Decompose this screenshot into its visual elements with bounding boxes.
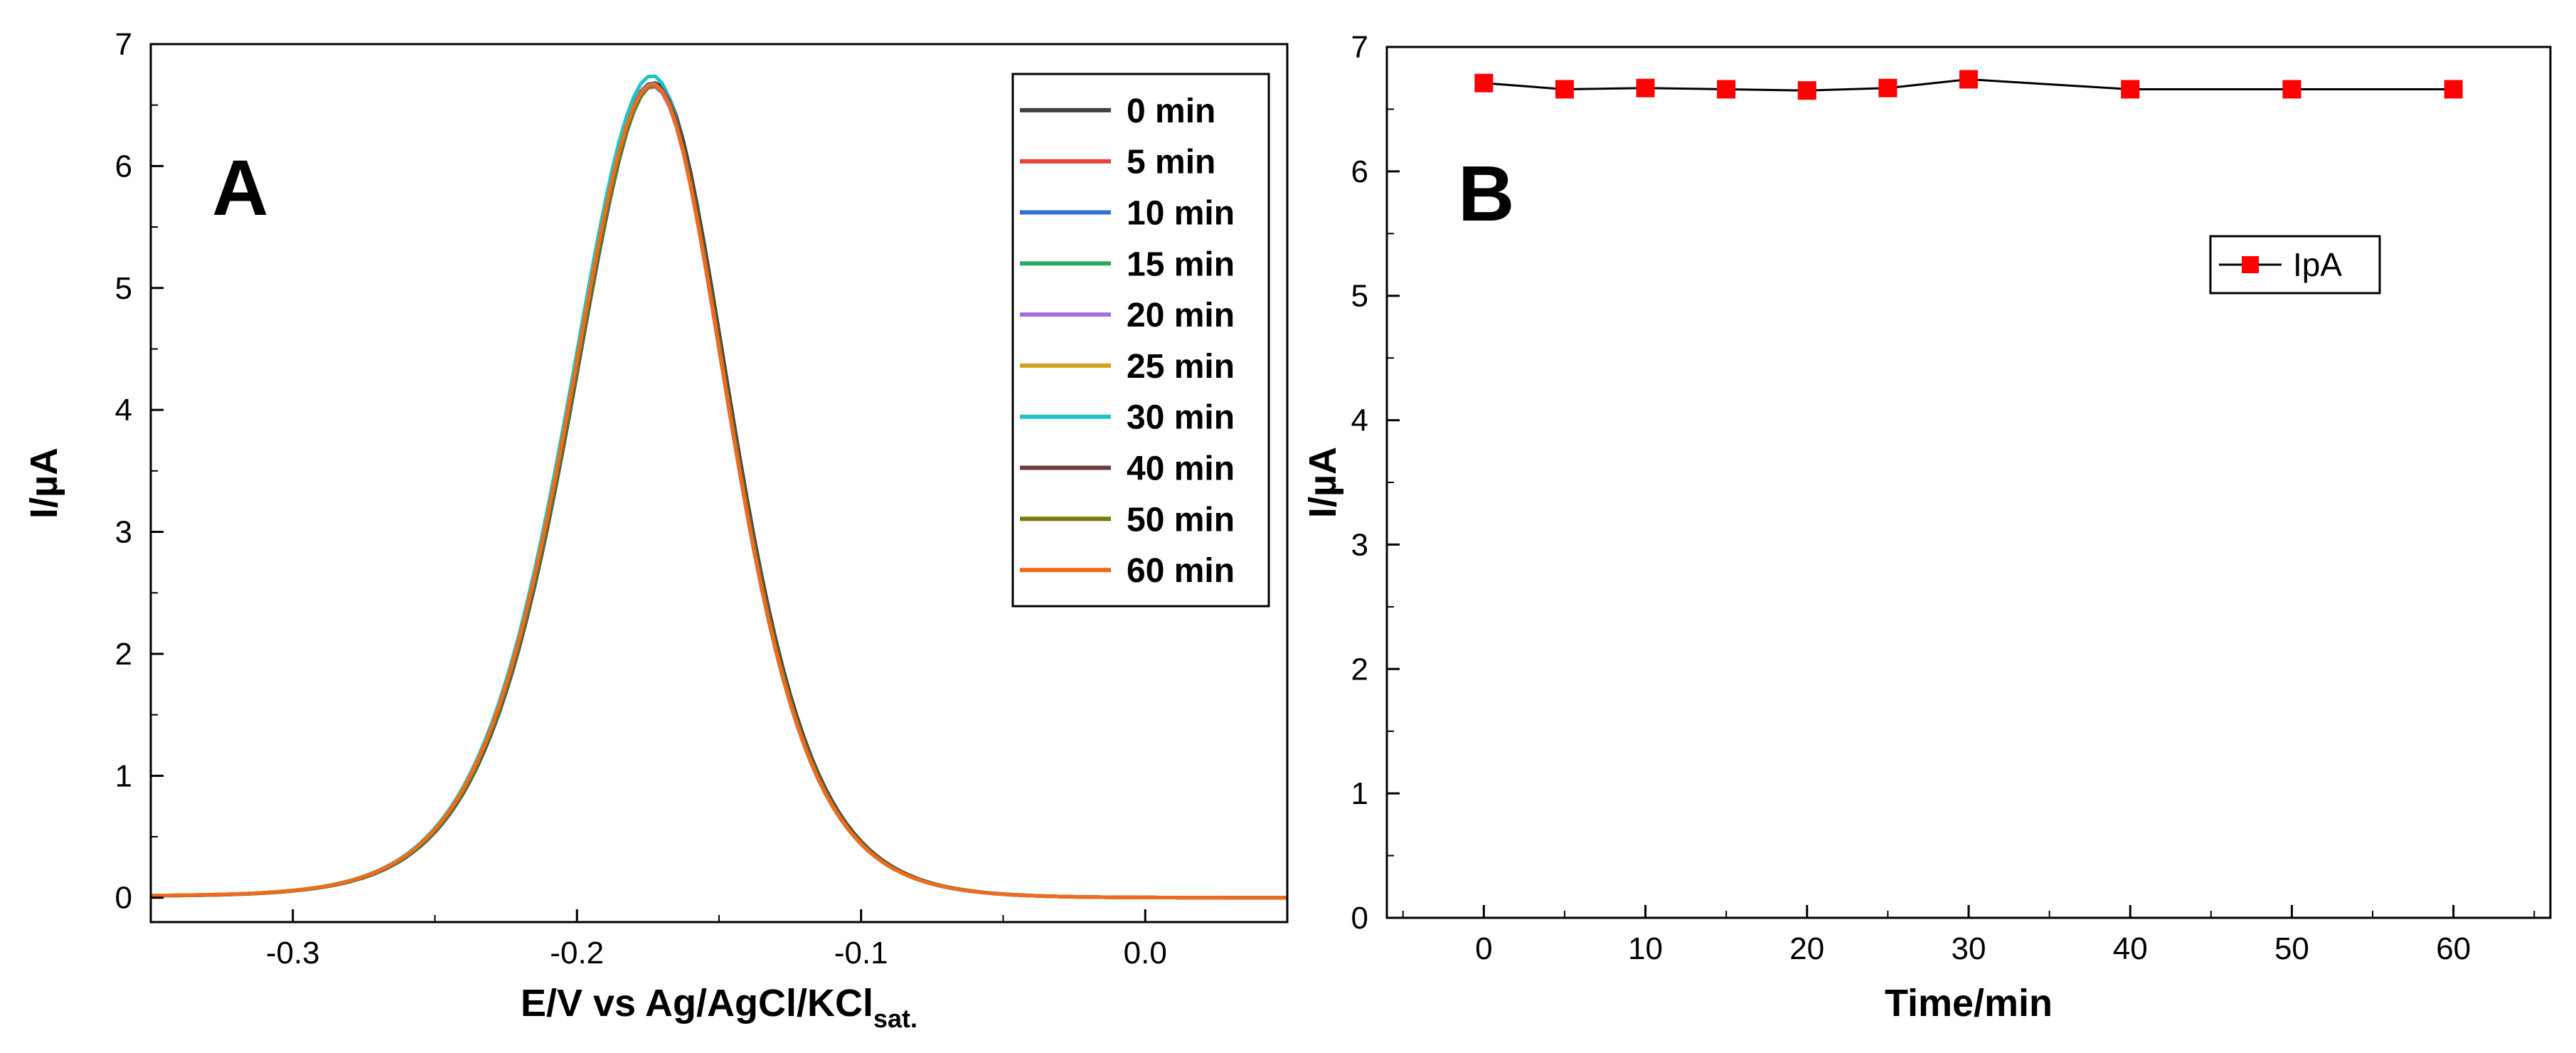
panel-a-legend-label: 25 min <box>1127 348 1235 386</box>
panel-b-frame <box>1385 46 2552 919</box>
panel-a-axes: -0.3 -0.2 -0.1 0.0 0 1 2 3 4 5 6 7 <box>115 27 1288 970</box>
panel-b-y-tick-label: 3 <box>1351 527 1368 562</box>
panel-a-legend: 0 min 5 min 10 min 15 min 20 min 25 min 30 min… <box>1011 73 1270 608</box>
panel-a-legend-label: 60 min <box>1127 552 1235 590</box>
panel-a-y-tick-label: 6 <box>115 149 132 184</box>
panel-a-x-axis-title-main: E/V vs Ag/AgCl/KCl <box>521 982 873 1025</box>
panel-b-x-tick-label: 50 <box>2274 931 2309 966</box>
panel-b-data-point <box>1878 78 1898 97</box>
panel-a-y-tick-label: 5 <box>115 271 132 306</box>
panel-a-label: A <box>212 144 268 232</box>
panel-a-legend-label: 10 min <box>1127 195 1235 233</box>
panel-a-y-tick-label: 3 <box>115 515 132 550</box>
panel-b-data-point <box>2121 80 2140 99</box>
panel-b-x-tick-label: 60 <box>2436 931 2471 966</box>
panel-b-data-point <box>1555 80 1574 99</box>
panel-a-curves <box>150 74 1287 900</box>
panel-a-y-tick-label: 2 <box>115 637 132 672</box>
panel-b-x-tick-label: 40 <box>2113 931 2148 966</box>
panel-b-data-point <box>2444 80 2463 99</box>
panel-b-y-tick-label: 6 <box>1351 154 1368 189</box>
panel-a-x-tick-label: -0.3 <box>266 936 320 970</box>
panel-b-data-point <box>1636 78 1655 97</box>
panel-a-y-tick-label: 0 <box>115 881 132 916</box>
panel-a-y-axis-title: I/µA <box>23 448 65 519</box>
panel-b-y-tick-label: 2 <box>1351 652 1368 687</box>
panel-b-data-point <box>1959 70 1978 89</box>
panel-b-y-axis-title: I/µA <box>1302 447 1344 518</box>
panel-a-legend-label: 30 min <box>1127 399 1235 437</box>
panel-a-y-tick-label: 4 <box>115 393 132 428</box>
panel-b-x-tick-label: 0 <box>1475 931 1492 966</box>
panel-a-legend-label: 0 min <box>1127 92 1215 130</box>
panel-b-label: B <box>1458 150 1514 238</box>
panel-b-series <box>1474 70 2463 100</box>
panel-b-y-tick-label: 7 <box>1351 30 1368 65</box>
panel-b-x-tick-label: 10 <box>1628 931 1663 966</box>
panel-b-x-tick-label: 20 <box>1789 931 1824 966</box>
panel-a-legend-label: 40 min <box>1127 450 1235 488</box>
panel-a-y-tick-label: 7 <box>115 27 132 62</box>
panel-a-x-tick-label: 0.0 <box>1124 936 1167 970</box>
panel-a-x-axis-title-subscript: sat. <box>873 1004 917 1033</box>
panel-b-data-point <box>2282 80 2301 99</box>
panel-b-y-tick-label: 1 <box>1351 776 1368 811</box>
panel-b-y-tick-label: 0 <box>1351 901 1368 936</box>
panel-a-legend-label: 5 min <box>1127 144 1215 181</box>
panel-b-data-point <box>1717 80 1736 99</box>
panel-b-axes: 0 10 20 30 40 50 60 0 1 2 3 4 5 6 7 <box>1351 30 2535 966</box>
panel-b-y-tick-label: 5 <box>1351 279 1368 314</box>
panel-a-legend-label: 15 min <box>1127 245 1235 283</box>
panel-b-legend: IpA <box>2209 235 2381 295</box>
panel-a-y-tick-label: 1 <box>115 758 132 793</box>
panel-b-series-line <box>1484 78 2454 92</box>
panel-b-legend-label: IpA <box>2293 246 2342 283</box>
panel-a-legend-label: 20 min <box>1127 297 1235 334</box>
panel-b-x-tick-label: 30 <box>1952 931 1986 966</box>
panel-b-legend-swatch-marker <box>2242 256 2259 273</box>
panel-b-data-point <box>1797 81 1816 100</box>
panel-a-voltammograms: -0.3 -0.2 -0.1 0.0 0 1 2 3 4 5 6 7 A E/V vs Ag/AgCl… <box>23 27 1289 1033</box>
panel-b-data-point <box>1474 73 1494 92</box>
panel-a-legend-label: 50 min <box>1127 501 1235 539</box>
panel-a-x-tick-label: -0.2 <box>550 936 604 970</box>
panel-a-curve <box>151 83 1287 900</box>
panel-b-stability: 0 10 20 30 40 50 60 0 1 2 3 4 5 6 7 B Time/min I/µA Ip… <box>1302 30 2552 1025</box>
panel-b-x-axis-title: Time/min <box>1885 982 2053 1025</box>
panel-a-x-axis-title: E/V vs Ag/AgCl/KClsat. <box>521 982 917 1033</box>
panel-b-y-tick-label: 4 <box>1351 403 1368 438</box>
panel-a-x-tick-label: -0.1 <box>834 936 888 970</box>
